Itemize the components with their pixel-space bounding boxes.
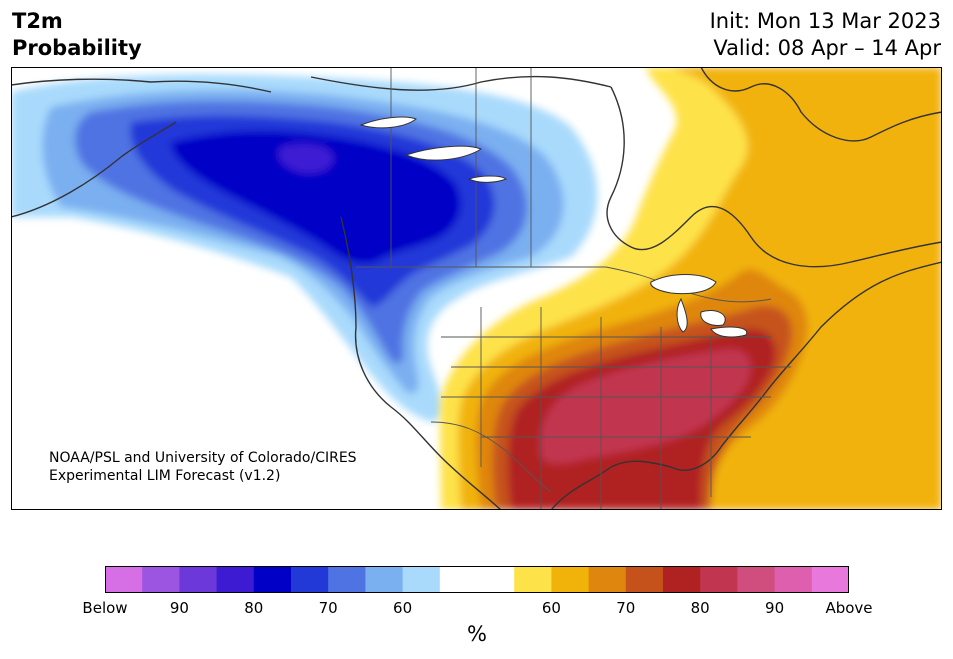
map-frame <box>11 67 942 510</box>
colorbar-tick-label: 60 <box>541 599 561 617</box>
colorbar-swatch <box>551 566 590 593</box>
probability-map <box>11 67 942 510</box>
colorbar-swatch <box>439 566 478 593</box>
colorbar-swatch <box>105 566 143 593</box>
title-line-2: Probability <box>12 36 142 60</box>
map-title: T2m Probability <box>12 8 142 62</box>
credit-line-2: Experimental LIM Forecast (v1.2) <box>49 468 281 484</box>
colorbar-swatch <box>514 566 552 593</box>
colorbar-swatch <box>588 566 627 593</box>
below-normal-region <box>11 74 598 422</box>
colorbar-frame <box>105 566 849 593</box>
colorbar-swatch <box>365 566 404 593</box>
colorbar-swatch <box>253 566 292 593</box>
colorbar-swatch <box>291 566 329 593</box>
colorbar-swatch <box>179 566 218 593</box>
colorbar-tick-label: 90 <box>765 599 785 617</box>
borders <box>356 67 791 510</box>
colorbar-tick-label: Above <box>825 599 873 617</box>
colorbar-swatch <box>216 566 255 593</box>
colorbar-swatch <box>625 566 664 593</box>
colorbar-swatch <box>663 566 701 593</box>
forecast-dates: Init: Mon 13 Mar 2023 Valid: 08 Apr – 14… <box>710 8 941 62</box>
colorbar-swatch <box>811 566 849 593</box>
colorbar-tick-label: Below <box>82 599 128 617</box>
colorbar-swatch <box>737 566 776 593</box>
colorbar-swatch <box>328 566 366 593</box>
colorbar-unit: % <box>467 622 487 646</box>
colorbar-swatch <box>142 566 180 593</box>
colorbar-tick-label: 70 <box>318 599 338 617</box>
credit-line-1: NOAA/PSL and University of Colorado/CIRE… <box>49 450 357 466</box>
colorbar-tick-label: 60 <box>393 599 413 617</box>
colorbar-swatch <box>700 566 738 593</box>
colorbar-tick-label: 80 <box>244 599 264 617</box>
colorbar-swatch <box>477 566 515 593</box>
colorbar <box>105 566 849 593</box>
colorbar-swatch <box>774 566 813 593</box>
colorbar-tick-label: 90 <box>169 599 189 617</box>
colorbar-tick-label: 70 <box>616 599 636 617</box>
valid-range: Valid: 08 Apr – 14 Apr <box>713 36 941 60</box>
colorbar-tick-label: 80 <box>690 599 710 617</box>
lakes <box>359 116 748 338</box>
init-date: Init: Mon 13 Mar 2023 <box>709 9 941 33</box>
title-line-1: T2m <box>12 9 63 33</box>
colorbar-swatch <box>402 566 441 593</box>
attribution: NOAA/PSL and University of Colorado/CIRE… <box>49 449 357 485</box>
coastlines <box>11 67 942 510</box>
